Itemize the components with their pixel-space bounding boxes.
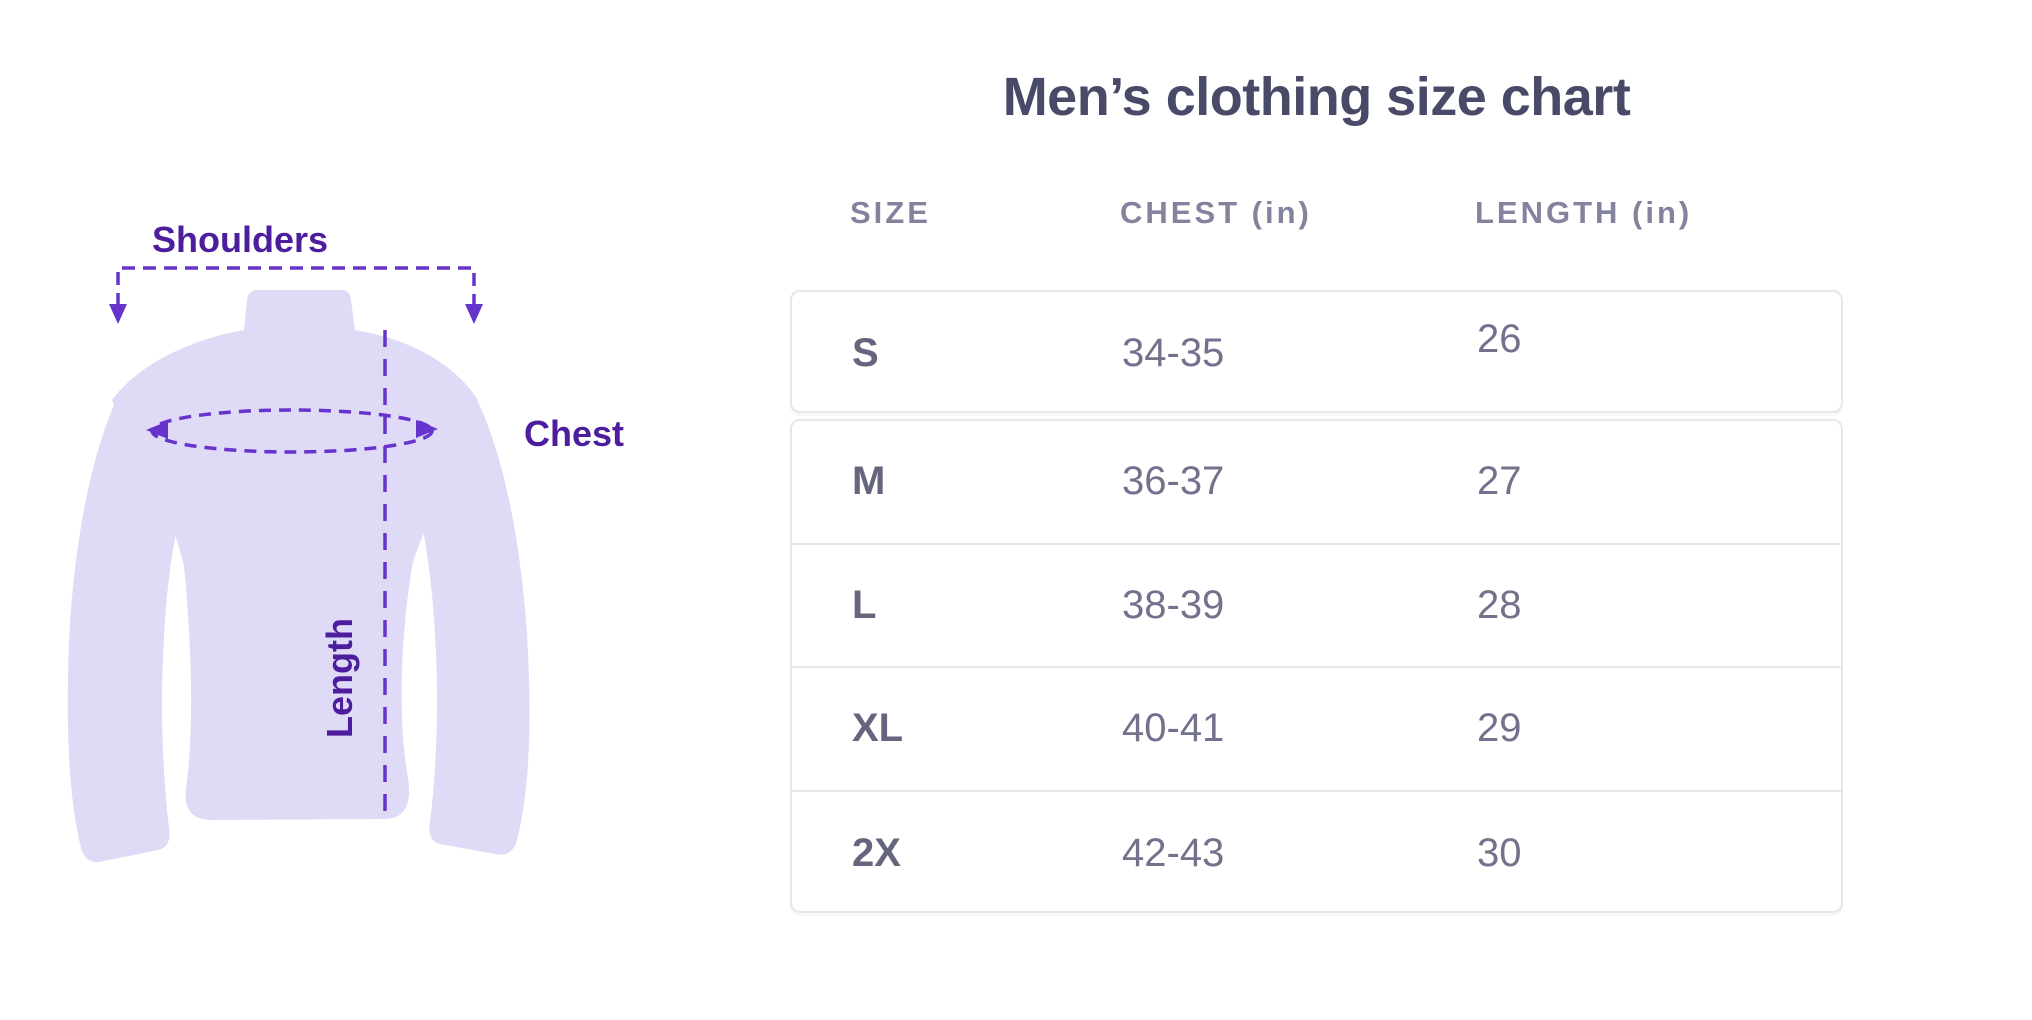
table-row: L 38-39 28	[792, 545, 1841, 668]
column-header-size: SIZE	[850, 195, 931, 230]
column-header-chest: CHEST (in)	[1120, 195, 1312, 230]
chest-cell: 34-35	[1122, 331, 1225, 375]
shoulders-label: Shoulders	[152, 219, 328, 260]
chest-cell: 38-39	[1122, 582, 1225, 627]
table-row: M 36-37 27	[792, 421, 1841, 545]
length-label: Length	[319, 618, 360, 738]
length-cell: 30	[1477, 830, 1522, 875]
table-row: 2X 42-43 30	[792, 792, 1841, 916]
chart-title: Men’s clothing size chart	[1002, 67, 1631, 127]
shirt-diagram: Shoulders Chest Length	[67, 219, 624, 863]
chest-left-arrowhead-icon	[146, 421, 168, 439]
chest-label: Chest	[524, 413, 624, 454]
chest-cell: 36-37	[1122, 459, 1225, 504]
table-box-sizes-m-2x: M 36-37 27 L 38-39 28 XL 40-41 29 2X 42-…	[790, 419, 1843, 913]
chest-cell: 42-43	[1122, 830, 1225, 875]
length-cell: 28	[1477, 582, 1522, 627]
table-box-size-s: S 34-35 26	[790, 290, 1843, 413]
shirt-right-sleeve-shape	[385, 393, 530, 855]
table-row: S 34-35 26	[792, 292, 1841, 415]
shoulders-measure-line	[116, 266, 476, 306]
size-cell: L	[852, 582, 877, 627]
size-cell: XL	[852, 706, 904, 751]
shoulders-right-arrowhead-icon	[465, 304, 483, 324]
length-cell: 27	[1477, 459, 1522, 504]
column-header-length: LENGTH (in)	[1475, 195, 1693, 230]
length-cell: 26	[1477, 317, 1522, 361]
shirt-left-sleeve-shape	[67, 395, 215, 863]
size-cell: M	[852, 459, 886, 504]
table-header-row: SIZE CHEST (in) LENGTH (in)	[790, 195, 1843, 235]
shoulders-left-arrowhead-icon	[109, 304, 127, 324]
size-cell: 2X	[852, 830, 901, 875]
size-cell: S	[852, 331, 879, 375]
length-cell: 29	[1477, 706, 1522, 751]
table-row: XL 40-41 29	[792, 668, 1841, 792]
chest-right-arrowhead-icon	[416, 420, 438, 438]
chest-cell: 40-41	[1122, 706, 1225, 751]
